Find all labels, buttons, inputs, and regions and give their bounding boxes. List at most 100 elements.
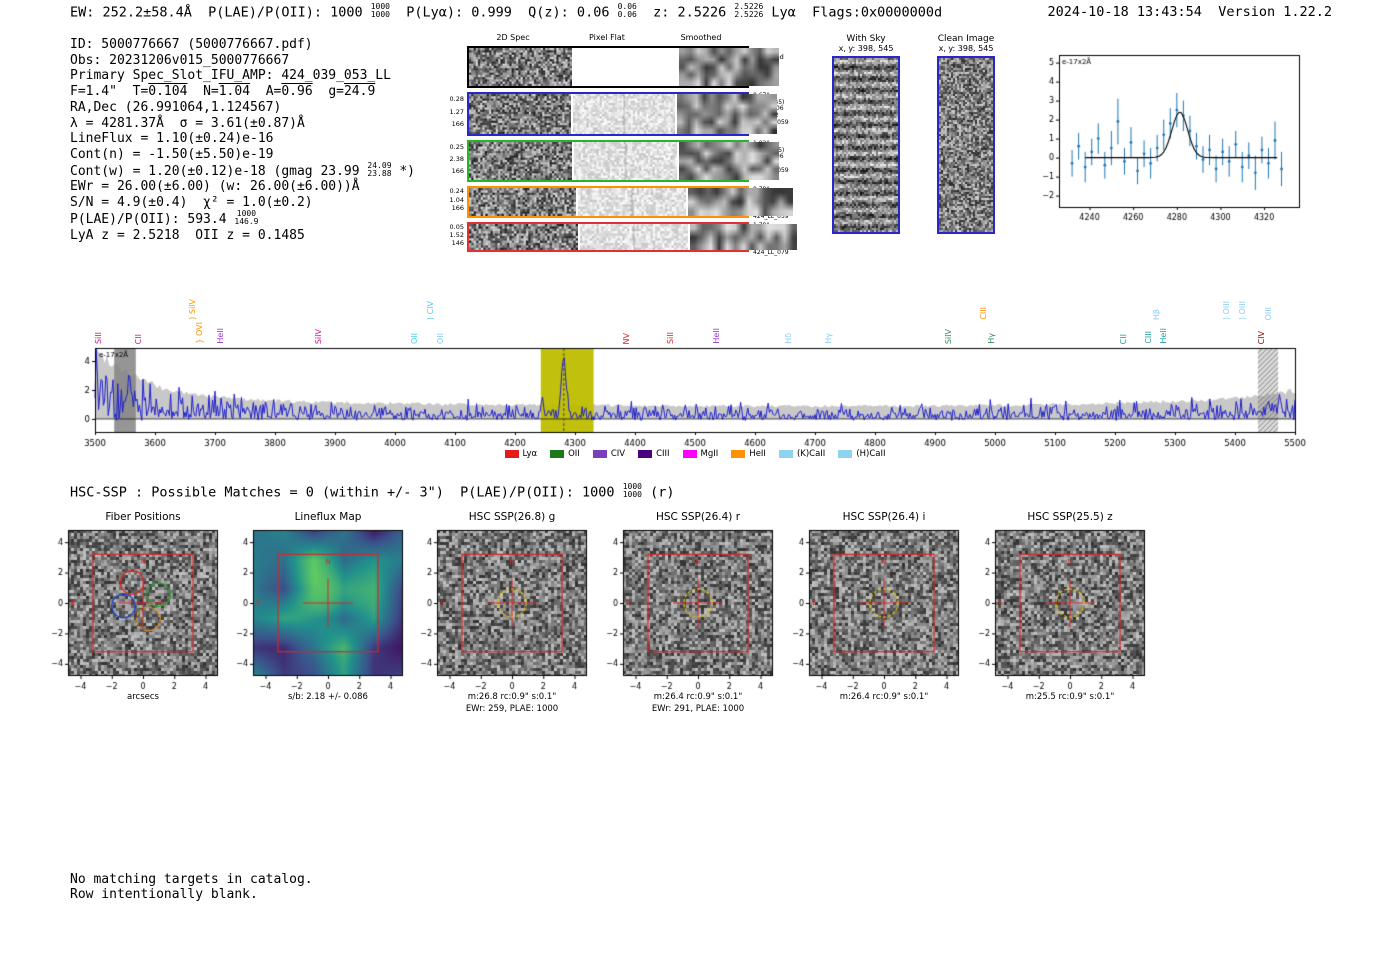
panel-title: HSC SSP(26.8) g — [468, 511, 556, 523]
spec-cutout-strip — [467, 222, 797, 252]
annotation-line: 424_LL_059 — [753, 212, 789, 220]
info-line: F=1.4" T=0.104 N=1.04 A=0.96 g=24.9 — [70, 84, 415, 100]
annotation-line: 424_LL_079 — [753, 248, 789, 256]
legend-swatch — [838, 450, 853, 458]
info-text: ID: 5000776667 (5000776667.pdf) — [70, 37, 313, 52]
legend-item: HeII — [731, 449, 766, 459]
header-seg-2: P(Lyα): 0.999 Q(z): 0.06 — [390, 4, 618, 21]
qz-fraction: 0.06 0.06 — [617, 2, 637, 20]
scale-value: 0.05 — [449, 223, 464, 231]
legend-swatch — [592, 450, 607, 458]
header-stats: EW: 252.2±58.4Å P(LAE)/P(OII): 1000 1000… — [70, 2, 942, 21]
line-fit-plot — [1035, 45, 1307, 227]
header-seg-3: z: 2.5226 — [636, 4, 735, 21]
panel-caption: EWr: 259, PLAE: 1000 — [465, 704, 559, 714]
legend-swatch — [778, 450, 793, 458]
legend-swatch — [682, 450, 697, 458]
legend-swatch — [638, 450, 653, 458]
footer-note-2: Row intentionally blank. — [70, 887, 258, 902]
panel-title: Lineflux Map — [294, 511, 362, 523]
legend-item: Lyα — [504, 449, 538, 459]
info-line: LyA z = 2.5218 OII z = 0.1485 — [70, 228, 415, 244]
info-text: λ = 4281.37Å σ = 3.61(±0.87)Å — [70, 115, 305, 131]
scale-value: 0.28 — [449, 95, 464, 103]
panel-caption: m:26.4 rc:0.9" s:0.1" — [839, 692, 929, 702]
hsc-seg-1: HSC-SSP : Possible Matches = 0 (within +… — [70, 484, 623, 501]
info-text: N= — [187, 84, 219, 100]
spectrum-legend: Lyα OII CIV CIII MgII HeII (K)CaII (H)CaII — [95, 449, 1295, 459]
with-sky-image — [832, 56, 900, 234]
cutout-row-scale-labels: 0.05 1.52 146 — [434, 223, 464, 247]
legend-item: (K)CaII — [778, 449, 826, 459]
info-text: Obs: 20231206v015_5000776667 — [70, 52, 290, 68]
header-datetime: 2024-10-18 13:43:54 Version 1.22.2 — [1048, 4, 1333, 20]
panel-image-hsc — [411, 526, 597, 692]
scale-value: 1.27 — [449, 107, 464, 116]
info-text: F=1.4" T= — [70, 84, 149, 100]
frac-bottom: 2.5226 — [734, 10, 764, 20]
report-date: 2024-10-18 13:43:54 — [1047, 4, 1202, 20]
frac-bottom: 23.88 — [367, 169, 392, 179]
clean-image-coords: x, y: 398, 545 — [938, 44, 994, 53]
smoothed-image — [678, 48, 780, 86]
info-text: EWr = 26.00(±6.00) (w: 26.00(±6.00))Å — [70, 179, 360, 195]
legend-label: OII — [568, 449, 580, 459]
frac-bottom: 1000 — [622, 490, 642, 500]
spectral-line-label: ) OIII — [1238, 300, 1247, 320]
info-text: 0.96 — [281, 84, 313, 100]
frac-top: 1000 — [236, 208, 257, 218]
info-text: A= — [250, 84, 282, 100]
scale-value: 166 — [451, 204, 464, 213]
legend-label: Lyα — [522, 449, 538, 459]
2d-spec-image — [469, 188, 577, 216]
legend-swatch — [504, 450, 519, 458]
cutout-row-scale-labels: 0.24 1.04 166 — [434, 187, 464, 213]
2d-spec-image — [469, 142, 572, 180]
hsc-match-line: HSC-SSP : Possible Matches = 0 (within +… — [70, 482, 674, 501]
legend-label: MgII — [700, 449, 719, 459]
cutout-col-header: Smoothed — [680, 33, 722, 42]
with-sky-title: With Sky — [846, 34, 886, 44]
info-text: Primary Spec_Slot_IFU_AMP: 424_039_053_L… — [70, 68, 391, 84]
clean-image-title: Clean Image — [937, 34, 995, 44]
cutout-col-header: 2D Spec — [496, 33, 530, 42]
info-fraction: 1000 146.9 — [234, 208, 259, 227]
panel-image-fibers — [42, 526, 228, 692]
spectral-line-label: ) CIV — [426, 300, 436, 320]
panel-image-hsc — [969, 526, 1155, 692]
2d-spec-image — [469, 48, 572, 86]
info-text: LineFlux = 1.10(±0.24)e-16 — [70, 131, 274, 147]
info-text: *) — [391, 163, 415, 179]
info-text: LyA z = 2.5218 OII z = 0.1485 — [70, 227, 305, 243]
smoothed-image — [690, 224, 797, 250]
frac-top: 2.5226 — [734, 2, 764, 11]
info-line: EWr = 26.00(±6.00) (w: 26.00(±6.00))Å — [70, 179, 415, 195]
info-text: g= — [312, 84, 344, 100]
frac-bottom: 1000 — [370, 10, 390, 20]
frac-top: 0.06 — [617, 2, 637, 11]
info-line: Obs: 20231206v015_5000776667 — [70, 53, 415, 69]
panel-caption: m:26.8 rc:0.9" s:0.1" — [467, 692, 557, 702]
legend-swatch — [550, 450, 565, 458]
spectral-line-label: Hβ — [1152, 308, 1162, 320]
legend-label: (K)CaII — [796, 449, 826, 459]
clean-image-panel: Clean Image x, y: 398, 545 — [930, 34, 1002, 238]
pixel-flat-image — [579, 224, 689, 250]
info-line: Primary Spec_Slot_IFU_AMP: 424_039_053_L… — [70, 68, 415, 84]
frac-bottom: 146.9 — [234, 217, 259, 227]
smoothed-image — [687, 188, 793, 216]
info-text: S/N = 4.9(±0.4) χ² = 1.0(±0.2) — [70, 195, 313, 211]
plae-fraction: 1000 1000 — [370, 2, 390, 20]
scale-value: 0.24 — [449, 187, 464, 195]
hsc-plae-fraction: 1000 1000 — [622, 482, 642, 500]
spec-cutout-strip — [467, 186, 793, 218]
info-text: 1.04 — [218, 84, 251, 100]
info-block: ID: 5000776667 (5000776667.pdf) Obs: 2023… — [70, 37, 415, 243]
frac-top: 24.09 — [367, 160, 392, 170]
scale-value: 0.25 — [449, 143, 464, 151]
frac-top: 1000 — [622, 482, 642, 491]
panel-title: Fiber Positions — [105, 511, 181, 523]
spec-cutout-strip — [467, 92, 778, 136]
with-sky-coords: x, y: 398, 545 — [838, 44, 894, 53]
info-line: Cont(w) = 1.20(±0.12)e-18 (gmag 23.99 24… — [70, 160, 415, 180]
